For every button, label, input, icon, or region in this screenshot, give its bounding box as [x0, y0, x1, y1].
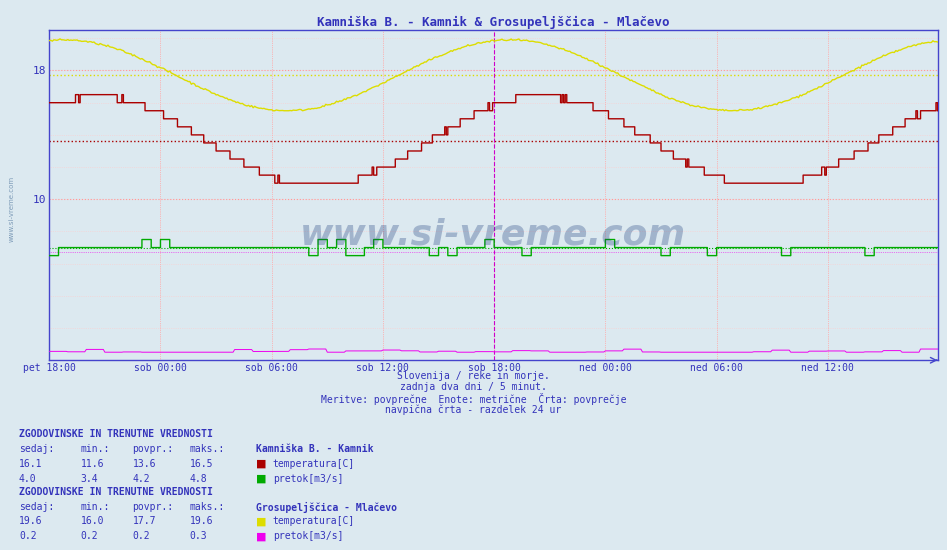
Text: 16.0: 16.0: [80, 516, 104, 526]
Text: 4.8: 4.8: [189, 474, 207, 483]
Text: ZGODOVINSKE IN TRENUTNE VREDNOSTI: ZGODOVINSKE IN TRENUTNE VREDNOSTI: [19, 429, 213, 439]
Text: ZGODOVINSKE IN TRENUTNE VREDNOSTI: ZGODOVINSKE IN TRENUTNE VREDNOSTI: [19, 487, 213, 497]
Text: ■: ■: [256, 531, 266, 541]
Text: povpr.:: povpr.:: [133, 444, 173, 454]
Text: temperatura[C]: temperatura[C]: [273, 516, 355, 526]
Text: Grosupeljščica - Mlačevo: Grosupeljščica - Mlačevo: [256, 502, 397, 513]
Text: sedaj:: sedaj:: [19, 444, 54, 454]
Text: min.:: min.:: [80, 444, 110, 454]
Text: pretok[m3/s]: pretok[m3/s]: [273, 474, 343, 483]
Text: ■: ■: [256, 474, 266, 483]
Text: 0.2: 0.2: [19, 531, 37, 541]
Text: povpr.:: povpr.:: [133, 502, 173, 512]
Text: 0.2: 0.2: [133, 531, 151, 541]
Text: min.:: min.:: [80, 502, 110, 512]
Text: 17.7: 17.7: [133, 516, 156, 526]
Text: ■: ■: [256, 516, 266, 526]
Text: 16.1: 16.1: [19, 459, 43, 469]
Text: 4.0: 4.0: [19, 474, 37, 483]
Text: maks.:: maks.:: [189, 444, 224, 454]
Text: 16.5: 16.5: [189, 459, 213, 469]
Text: 0.3: 0.3: [189, 531, 207, 541]
Text: pretok[m3/s]: pretok[m3/s]: [273, 531, 343, 541]
Text: navpična črta - razdelek 24 ur: navpična črta - razdelek 24 ur: [385, 404, 562, 415]
Text: ■: ■: [256, 459, 266, 469]
Text: www.si-vreme.com: www.si-vreme.com: [300, 218, 687, 252]
Text: temperatura[C]: temperatura[C]: [273, 459, 355, 469]
Text: 11.6: 11.6: [80, 459, 104, 469]
Text: 4.2: 4.2: [133, 474, 151, 483]
Text: 19.6: 19.6: [19, 516, 43, 526]
Text: 3.4: 3.4: [80, 474, 98, 483]
Text: Kamniška B. - Kamnik: Kamniška B. - Kamnik: [256, 444, 373, 454]
Text: Meritve: povprečne  Enote: metrične  Črta: povprečje: Meritve: povprečne Enote: metrične Črta:…: [321, 393, 626, 405]
Text: Slovenija / reke in morje.: Slovenija / reke in morje.: [397, 371, 550, 381]
Text: 19.6: 19.6: [189, 516, 213, 526]
Text: zadnja dva dni / 5 minut.: zadnja dva dni / 5 minut.: [400, 382, 547, 392]
Text: www.si-vreme.com: www.si-vreme.com: [9, 176, 14, 242]
Text: 0.2: 0.2: [80, 531, 98, 541]
Text: 13.6: 13.6: [133, 459, 156, 469]
Text: maks.:: maks.:: [189, 502, 224, 512]
Title: Kamniška B. - Kamnik & Grosupeljščica - Mlačevo: Kamniška B. - Kamnik & Grosupeljščica - …: [317, 16, 670, 29]
Text: sedaj:: sedaj:: [19, 502, 54, 512]
